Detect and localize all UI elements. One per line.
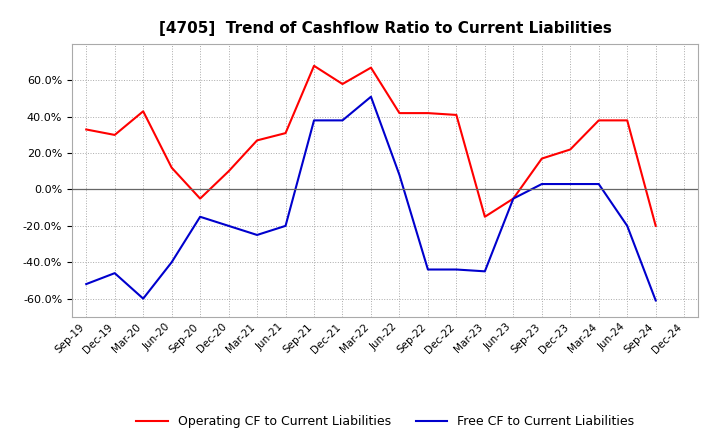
Free CF to Current Liabilities xyxy=(225,223,233,228)
Free CF to Current Liabilities xyxy=(595,181,603,187)
Operating CF to Current Liabilities xyxy=(338,81,347,87)
Free CF to Current Liabilities xyxy=(480,269,489,274)
Free CF to Current Liabilities xyxy=(423,267,432,272)
Operating CF to Current Liabilities xyxy=(395,110,404,116)
Line: Free CF to Current Liabilities: Free CF to Current Liabilities xyxy=(86,97,656,301)
Free CF to Current Liabilities xyxy=(82,282,91,287)
Legend: Operating CF to Current Liabilities, Free CF to Current Liabilities: Operating CF to Current Liabilities, Fre… xyxy=(131,411,639,433)
Free CF to Current Liabilities xyxy=(139,296,148,301)
Free CF to Current Liabilities xyxy=(366,94,375,99)
Operating CF to Current Liabilities xyxy=(196,196,204,201)
Operating CF to Current Liabilities xyxy=(652,223,660,228)
Operating CF to Current Liabilities xyxy=(480,214,489,220)
Operating CF to Current Liabilities xyxy=(139,109,148,114)
Free CF to Current Liabilities xyxy=(509,196,518,201)
Operating CF to Current Liabilities xyxy=(82,127,91,132)
Operating CF to Current Liabilities xyxy=(167,165,176,170)
Free CF to Current Liabilities xyxy=(537,181,546,187)
Free CF to Current Liabilities xyxy=(452,267,461,272)
Free CF to Current Liabilities xyxy=(282,223,290,228)
Operating CF to Current Liabilities xyxy=(623,118,631,123)
Title: [4705]  Trend of Cashflow Ratio to Current Liabilities: [4705] Trend of Cashflow Ratio to Curren… xyxy=(159,21,611,36)
Free CF to Current Liabilities xyxy=(623,223,631,228)
Free CF to Current Liabilities xyxy=(167,260,176,265)
Free CF to Current Liabilities xyxy=(566,181,575,187)
Free CF to Current Liabilities xyxy=(196,214,204,220)
Operating CF to Current Liabilities xyxy=(566,147,575,152)
Operating CF to Current Liabilities xyxy=(366,65,375,70)
Free CF to Current Liabilities xyxy=(395,172,404,178)
Free CF to Current Liabilities xyxy=(310,118,318,123)
Operating CF to Current Liabilities xyxy=(253,138,261,143)
Operating CF to Current Liabilities xyxy=(225,169,233,174)
Line: Operating CF to Current Liabilities: Operating CF to Current Liabilities xyxy=(86,66,656,226)
Operating CF to Current Liabilities xyxy=(310,63,318,69)
Operating CF to Current Liabilities xyxy=(509,196,518,201)
Operating CF to Current Liabilities xyxy=(537,156,546,161)
Operating CF to Current Liabilities xyxy=(110,132,119,138)
Operating CF to Current Liabilities xyxy=(452,112,461,117)
Free CF to Current Liabilities xyxy=(338,118,347,123)
Operating CF to Current Liabilities xyxy=(423,110,432,116)
Free CF to Current Liabilities xyxy=(652,298,660,303)
Operating CF to Current Liabilities xyxy=(595,118,603,123)
Free CF to Current Liabilities xyxy=(110,271,119,276)
Operating CF to Current Liabilities xyxy=(282,131,290,136)
Free CF to Current Liabilities xyxy=(253,232,261,238)
